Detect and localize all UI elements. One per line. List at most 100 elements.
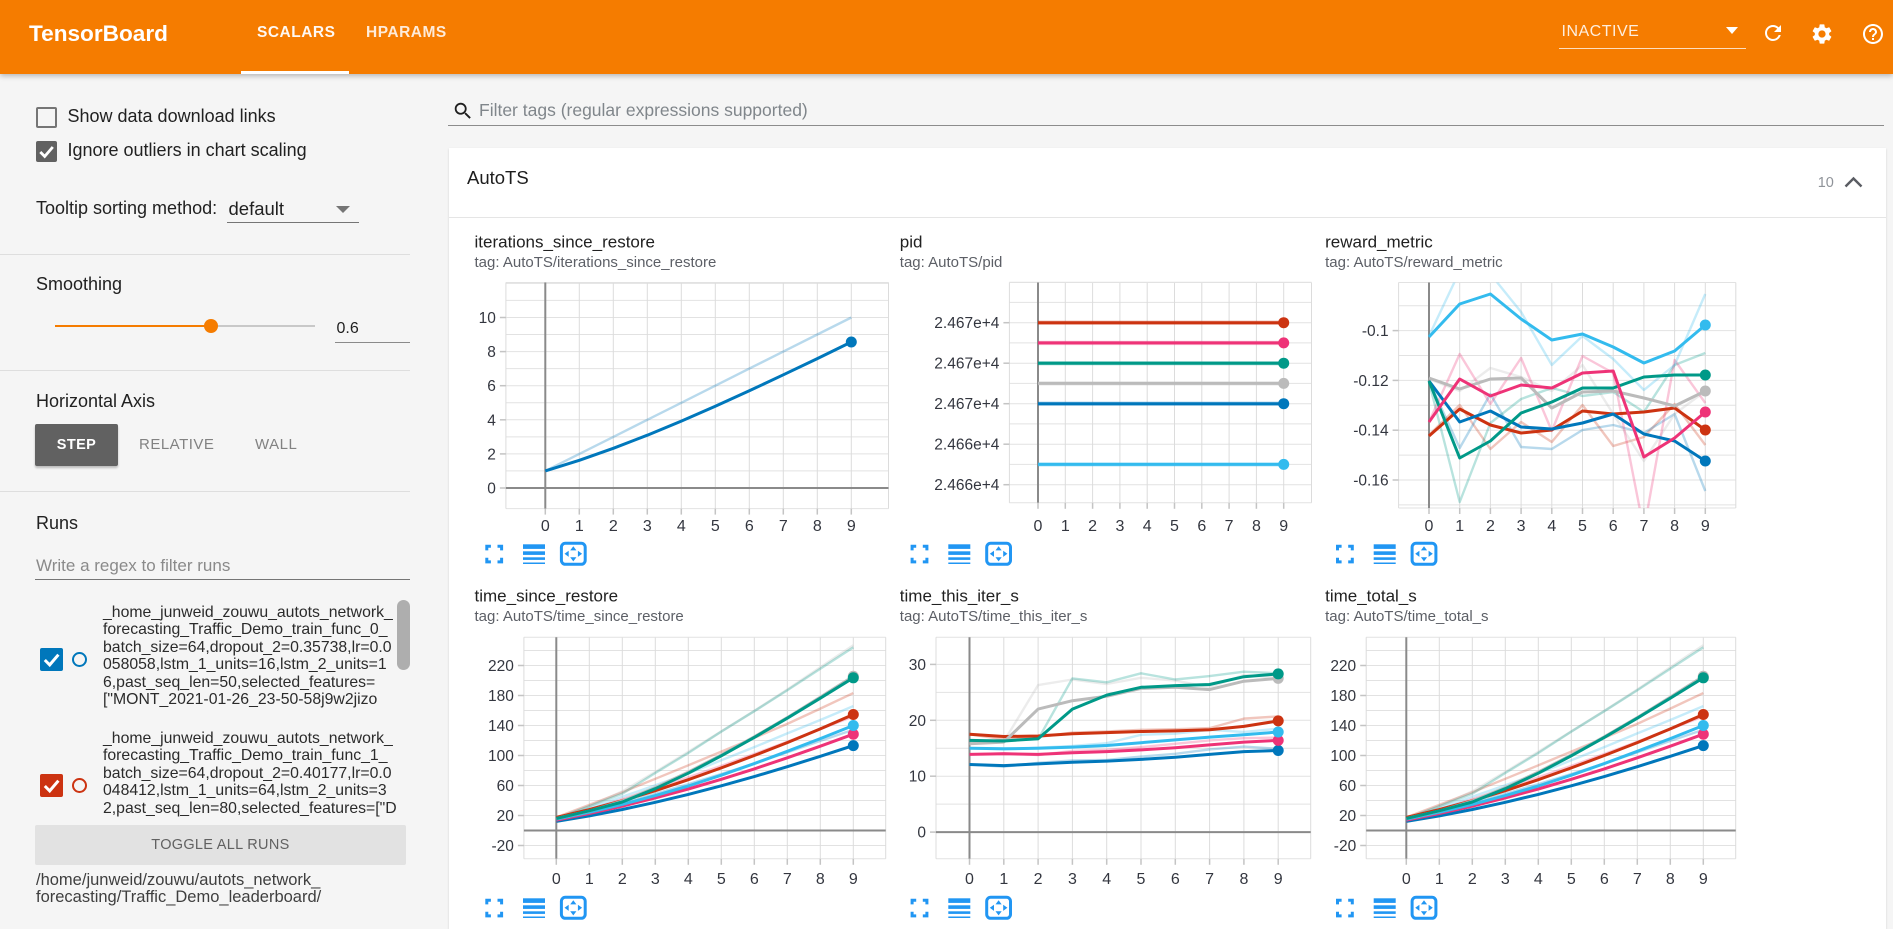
svg-text:3: 3 <box>1501 871 1510 888</box>
svg-text:8: 8 <box>816 871 825 888</box>
svg-text:9: 9 <box>847 518 856 535</box>
svg-text:2: 2 <box>1088 518 1097 535</box>
svg-text:2.466e+4: 2.466e+4 <box>934 437 999 454</box>
svg-text:tag: AutoTS/iterations_since_r: tag: AutoTS/iterations_since_restore <box>475 254 717 271</box>
svg-text:8: 8 <box>1670 518 1679 535</box>
svg-text:-0.16: -0.16 <box>1353 473 1388 490</box>
svg-text:2: 2 <box>618 871 627 888</box>
svg-text:30: 30 <box>909 657 927 674</box>
svg-text:10: 10 <box>479 310 497 327</box>
svg-text:60: 60 <box>497 778 515 795</box>
svg-text:0: 0 <box>965 871 974 888</box>
svg-text:8: 8 <box>1239 871 1248 888</box>
svg-text:1: 1 <box>999 871 1008 888</box>
svg-text:2.467e+4: 2.467e+4 <box>934 315 999 332</box>
svg-text:6: 6 <box>1600 871 1609 888</box>
svg-text:tag: AutoTS/reward_metric: tag: AutoTS/reward_metric <box>1325 254 1503 271</box>
svg-text:-0.1: -0.1 <box>1362 323 1389 340</box>
svg-text:3: 3 <box>1517 518 1526 535</box>
svg-text:7: 7 <box>779 518 788 535</box>
svg-text:2.466e+4: 2.466e+4 <box>934 477 999 494</box>
svg-text:180: 180 <box>488 688 514 705</box>
svg-text:2.467e+4: 2.467e+4 <box>934 356 999 373</box>
svg-text:iterations_since_restore: iterations_since_restore <box>475 233 655 252</box>
svg-text:3: 3 <box>651 871 660 888</box>
svg-text:time_since_restore: time_since_restore <box>475 587 619 606</box>
svg-text:6: 6 <box>487 378 496 395</box>
svg-text:220: 220 <box>488 658 514 675</box>
svg-text:5: 5 <box>1567 871 1576 888</box>
svg-text:20: 20 <box>1339 808 1357 825</box>
svg-text:6: 6 <box>1197 518 1206 535</box>
svg-text:7: 7 <box>1639 518 1648 535</box>
svg-text:tag: AutoTS/pid: tag: AutoTS/pid <box>900 254 1003 271</box>
svg-text:4: 4 <box>1102 871 1111 888</box>
svg-text:1: 1 <box>1455 518 1464 535</box>
svg-text:5: 5 <box>1170 518 1179 535</box>
svg-text:1: 1 <box>585 871 594 888</box>
svg-text:time_this_iter_s: time_this_iter_s <box>900 587 1019 606</box>
svg-text:3: 3 <box>1115 518 1124 535</box>
svg-text:220: 220 <box>1330 658 1356 675</box>
svg-text:3: 3 <box>1068 871 1077 888</box>
svg-text:7: 7 <box>783 871 792 888</box>
svg-text:60: 60 <box>1339 778 1357 795</box>
svg-text:8: 8 <box>487 344 496 361</box>
svg-text:9: 9 <box>1279 518 1288 535</box>
svg-text:-20: -20 <box>1334 838 1357 855</box>
svg-text:0: 0 <box>552 871 561 888</box>
svg-text:7: 7 <box>1633 871 1642 888</box>
svg-text:7: 7 <box>1225 518 1234 535</box>
svg-text:time_total_s: time_total_s <box>1325 587 1417 606</box>
svg-text:2: 2 <box>1486 518 1495 535</box>
svg-text:5: 5 <box>1137 871 1146 888</box>
svg-text:10: 10 <box>909 769 927 786</box>
svg-text:6: 6 <box>750 871 759 888</box>
svg-text:1: 1 <box>1061 518 1070 535</box>
svg-text:2: 2 <box>487 446 496 463</box>
svg-text:3: 3 <box>643 518 652 535</box>
svg-text:5: 5 <box>711 518 720 535</box>
svg-text:100: 100 <box>488 748 514 765</box>
svg-text:20: 20 <box>909 713 927 730</box>
svg-text:2.467e+4: 2.467e+4 <box>934 396 999 413</box>
svg-text:20: 20 <box>497 808 515 825</box>
svg-text:9: 9 <box>849 871 858 888</box>
svg-text:100: 100 <box>1330 748 1356 765</box>
svg-text:4: 4 <box>1547 518 1556 535</box>
svg-text:9: 9 <box>1274 871 1283 888</box>
svg-text:tag: AutoTS/time_total_s: tag: AutoTS/time_total_s <box>1325 608 1488 625</box>
svg-text:6: 6 <box>1171 871 1180 888</box>
svg-text:0: 0 <box>541 518 550 535</box>
svg-text:0: 0 <box>917 825 926 842</box>
svg-text:5: 5 <box>717 871 726 888</box>
svg-text:-0.14: -0.14 <box>1353 423 1389 440</box>
svg-text:5: 5 <box>1578 518 1587 535</box>
svg-text:reward_metric: reward_metric <box>1325 233 1433 252</box>
svg-text:tag: AutoTS/time_since_restore: tag: AutoTS/time_since_restore <box>475 608 684 625</box>
svg-text:4: 4 <box>487 412 496 429</box>
svg-text:2: 2 <box>1468 871 1477 888</box>
svg-text:6: 6 <box>1609 518 1618 535</box>
svg-text:2: 2 <box>609 518 618 535</box>
svg-text:4: 4 <box>677 518 686 535</box>
svg-text:-20: -20 <box>491 838 514 855</box>
svg-text:8: 8 <box>1666 871 1675 888</box>
svg-text:180: 180 <box>1330 688 1356 705</box>
svg-text:pid: pid <box>900 233 923 252</box>
svg-text:140: 140 <box>1330 718 1356 735</box>
svg-text:2: 2 <box>1034 871 1043 888</box>
svg-text:8: 8 <box>1252 518 1261 535</box>
svg-text:0: 0 <box>1034 518 1043 535</box>
svg-text:0: 0 <box>487 481 496 498</box>
svg-text:1: 1 <box>575 518 584 535</box>
svg-text:0: 0 <box>1425 518 1434 535</box>
svg-text:9: 9 <box>1699 871 1708 888</box>
svg-text:7: 7 <box>1205 871 1214 888</box>
svg-text:4: 4 <box>684 871 693 888</box>
svg-text:140: 140 <box>488 718 514 735</box>
svg-text:1: 1 <box>1435 871 1444 888</box>
svg-text:-0.12: -0.12 <box>1353 373 1388 390</box>
svg-text:6: 6 <box>745 518 754 535</box>
svg-text:9: 9 <box>1701 518 1710 535</box>
